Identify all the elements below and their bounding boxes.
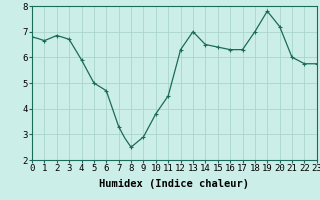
X-axis label: Humidex (Indice chaleur): Humidex (Indice chaleur) [100,179,249,189]
